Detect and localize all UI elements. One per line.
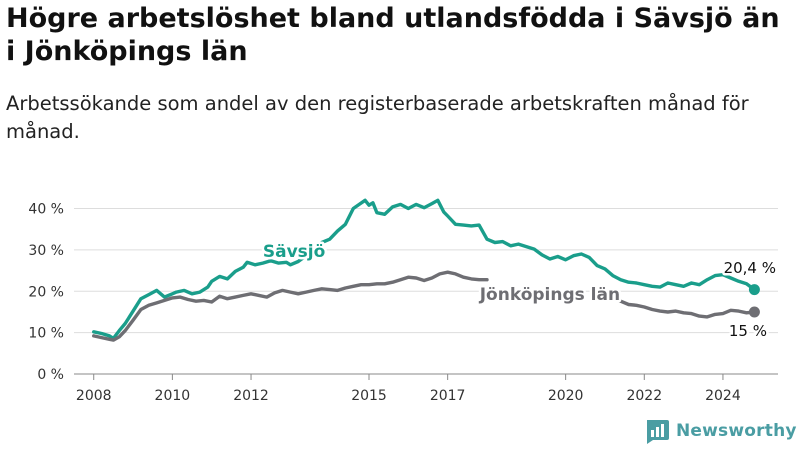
newsworthy-logo: Newsworthy	[644, 418, 797, 444]
series-line-lan	[92, 270, 757, 342]
y-tick-label: 40 %	[28, 202, 64, 218]
end-marker-savsjo	[748, 284, 760, 296]
x-tick-label: 2008	[76, 388, 112, 404]
y-axis: 0 % 10 % 20 % 30 % 40 %	[28, 202, 64, 383]
end-label-lan-halo: 15 %	[729, 322, 767, 340]
y-tick-label: 10 %	[28, 326, 64, 342]
chart-title: Högre arbetslöshet bland utlandsfödda i …	[6, 3, 780, 67]
x-tick-label: 2022	[626, 388, 662, 404]
series-label-lan-halo: Jönköpings län	[479, 285, 620, 305]
series-group	[92, 198, 760, 342]
x-axis: 2008 2010 2012 2015 2017 2020 2022 2024	[76, 374, 741, 404]
y-tick-label: 20 %	[28, 284, 64, 300]
series-label-lan: Jönköpings län	[479, 285, 620, 305]
end-label-savsjo-halo: 20,4 %	[724, 259, 776, 277]
series-label-savsjo: Sävsjö	[263, 242, 325, 262]
end-label-lan: 15 %	[729, 322, 767, 340]
end-marker-lan	[748, 306, 760, 318]
series-label-savsjo-halo: Sävsjö	[263, 242, 325, 262]
x-tick-label: 2024	[705, 388, 741, 404]
chart-subtitle: Arbetssökande som andel av den registerb…	[6, 92, 749, 143]
x-tick-label: 2010	[155, 388, 191, 404]
x-tick-label: 2017	[430, 388, 466, 404]
brand-name: Newsworthy	[676, 421, 797, 441]
newsworthy-logo-icon	[647, 420, 669, 444]
series-line-savsjo	[92, 198, 757, 341]
x-tick-label: 2012	[233, 388, 269, 404]
end-label-savsjo: 20,4 %	[724, 259, 776, 277]
y-tick-label: 30 %	[28, 243, 64, 259]
x-tick-label: 2020	[548, 388, 584, 404]
x-tick-label: 2015	[351, 388, 387, 404]
y-tick-label: 0 %	[37, 367, 64, 383]
